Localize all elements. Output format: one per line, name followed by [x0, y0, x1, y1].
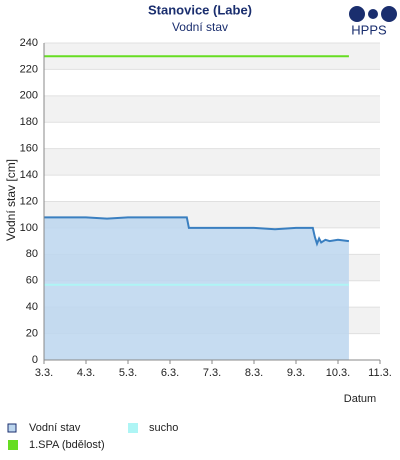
x-axis-label: Datum — [344, 393, 376, 405]
y-tick-label: 140 — [20, 169, 38, 181]
legend-label: sucho — [149, 422, 178, 434]
x-tick-label: 8.3. — [245, 367, 263, 379]
legend-swatch — [7, 423, 17, 433]
grid-band — [44, 95, 380, 123]
y-tick-label: 60 — [26, 275, 38, 287]
y-tick-label: 200 — [20, 90, 38, 102]
x-tick-label: 3.3. — [35, 367, 53, 379]
grid-band — [44, 148, 380, 176]
x-tick-label: 6.3. — [161, 367, 179, 379]
y-tick-label: 80 — [26, 248, 38, 260]
legend-swatch — [128, 423, 138, 433]
x-tick-label: 11.3. — [368, 367, 392, 379]
y-tick-label: 180 — [20, 116, 38, 128]
x-tick-label: 5.3. — [119, 367, 137, 379]
y-tick-label: 40 — [26, 301, 38, 313]
logo-circle — [368, 9, 378, 19]
x-tick-label: 9.3. — [287, 367, 305, 379]
chart-title: Stanovice (Labe) — [148, 2, 252, 17]
y-tick-label: 120 — [20, 195, 38, 207]
logo-text: HPPS — [351, 22, 387, 37]
logo-circle — [349, 6, 365, 22]
legend-label: 1.SPA (bdělost) — [29, 439, 105, 451]
y-axis-label: Vodní stav [cm] — [4, 159, 18, 241]
y-tick-label: 220 — [20, 63, 38, 75]
legend-swatch — [8, 440, 18, 450]
line — [44, 216, 350, 247]
y-tick-label: 160 — [20, 143, 38, 155]
y-tick-label: 20 — [26, 327, 38, 339]
x-tick-label: 10.3. — [326, 367, 350, 379]
logo-circle — [381, 6, 397, 22]
logo: HPPS — [349, 6, 397, 37]
x-tick-label: 4.3. — [77, 367, 95, 379]
y-tick-label: 100 — [20, 222, 38, 234]
x-tick-label: 7.3. — [203, 367, 221, 379]
legend-label: Vodní stav — [29, 422, 81, 434]
y-tick-label: 240 — [20, 37, 38, 49]
area — [44, 217, 349, 360]
y-tick-label: 0 — [32, 354, 38, 366]
chart-subtitle: Vodní stav — [172, 20, 228, 34]
